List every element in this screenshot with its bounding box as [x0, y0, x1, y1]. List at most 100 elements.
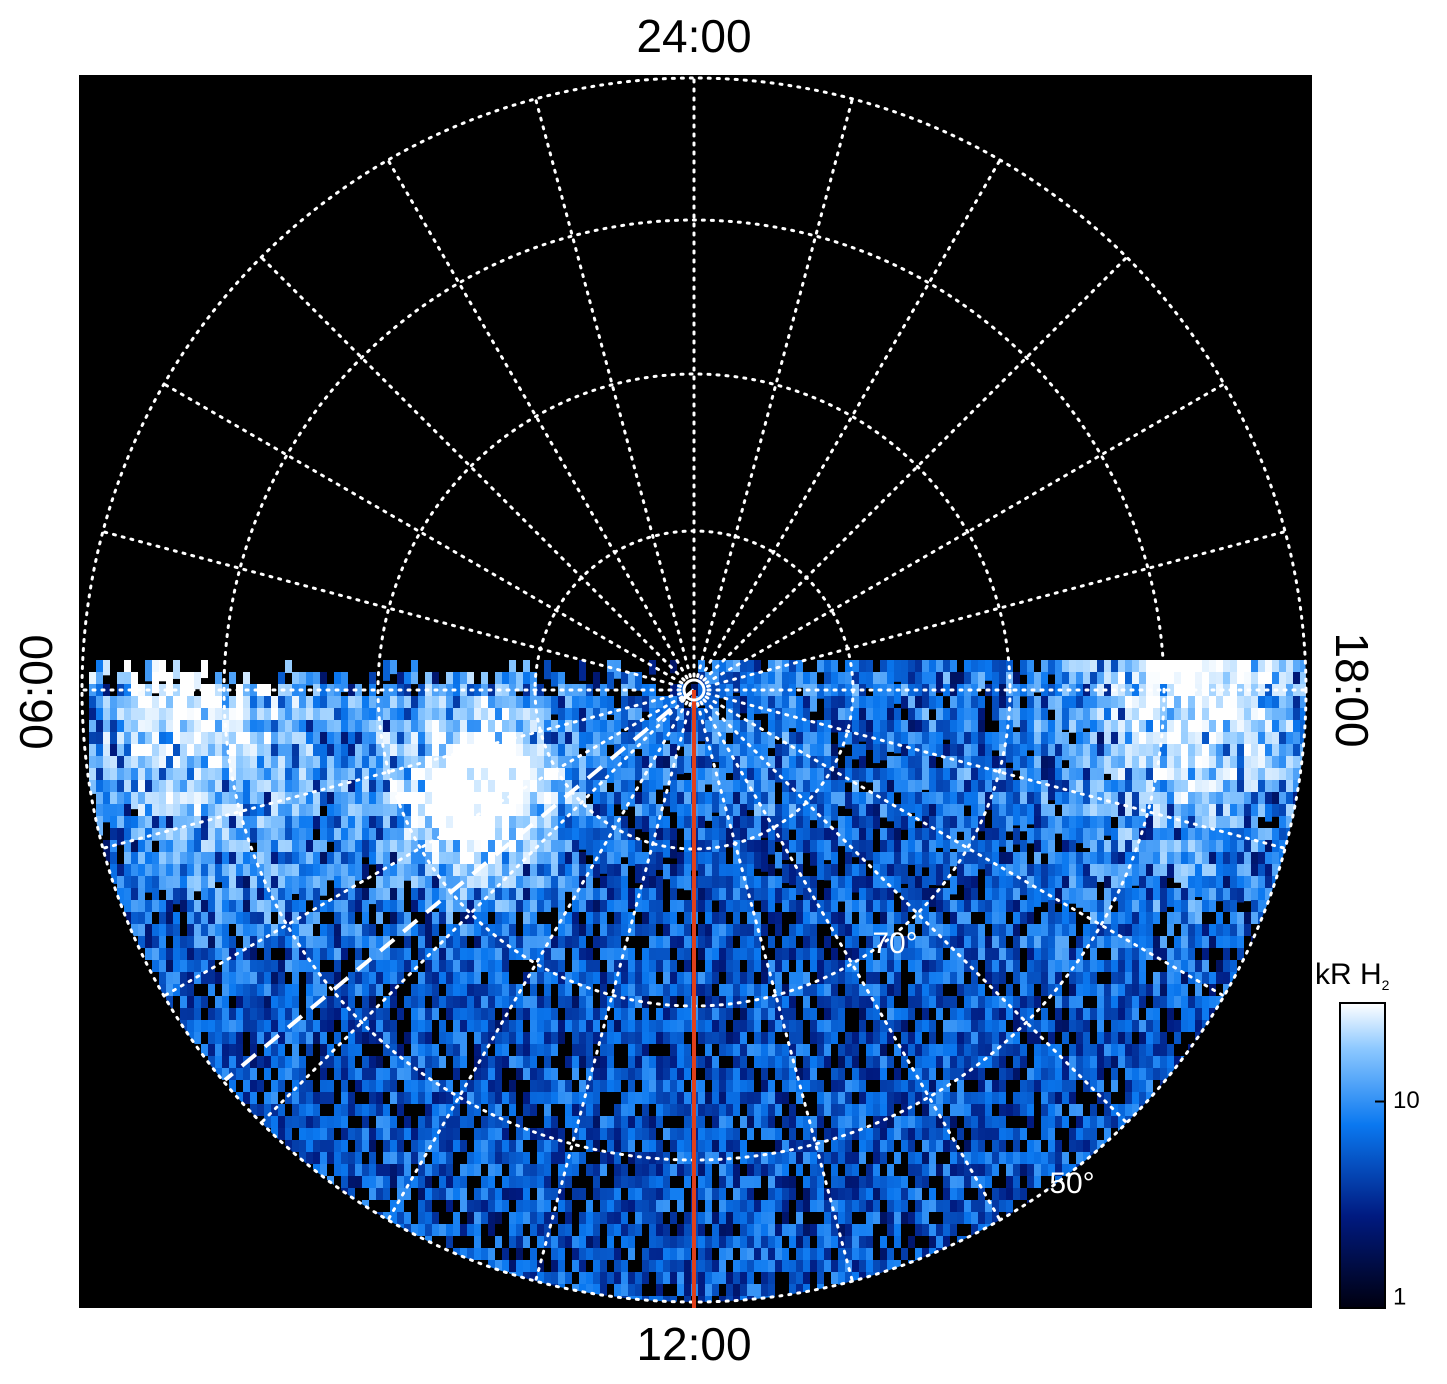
emission-pixel [628, 960, 635, 972]
emission-pixel [1160, 948, 1167, 960]
emission-pixel [1069, 720, 1076, 733]
emission-pixel [565, 984, 572, 996]
emission-pixel [600, 768, 607, 781]
emission-pixel [1195, 684, 1202, 702]
emission-pixel [684, 1068, 691, 1080]
emission-pixel [131, 708, 138, 721]
emission-pixel [292, 804, 299, 820]
emission-pixel [922, 1068, 929, 1080]
emission-pixel [425, 1008, 432, 1020]
emission-pixel [1286, 708, 1293, 729]
emission-pixel [859, 660, 866, 679]
emission-pixel [992, 828, 999, 842]
emission-pixel [362, 708, 369, 725]
emission-pixel [894, 1044, 901, 1056]
emission-pixel [719, 1068, 726, 1080]
emission-pixel [250, 984, 257, 996]
emission-pixel [621, 1032, 628, 1044]
emission-pixel [831, 696, 838, 713]
emission-pixel [866, 960, 873, 972]
emission-pixel [222, 960, 229, 972]
emission-pixel [775, 744, 782, 764]
emission-pixel [145, 696, 152, 709]
emission-pixel [439, 720, 446, 734]
emission-pixel [516, 732, 523, 754]
emission-pixel [530, 840, 537, 861]
emission-pixel [453, 696, 460, 718]
emission-pixel [1181, 696, 1188, 717]
emission-pixel [810, 1068, 817, 1080]
emission-pixel [488, 900, 495, 912]
emission-pixel [614, 996, 621, 1008]
emission-pixel [348, 768, 355, 789]
emission-pixel [1146, 744, 1153, 765]
emission-pixel [1104, 756, 1111, 774]
emission-pixel [733, 852, 740, 872]
emission-pixel [586, 720, 593, 737]
emission-pixel [558, 756, 565, 775]
emission-pixel [1146, 720, 1153, 733]
emission-pixel [327, 1056, 334, 1068]
emission-pixel [1132, 1068, 1139, 1080]
emission-pixel [978, 852, 985, 870]
emission-pixel [684, 744, 691, 760]
emission-pixel [1097, 672, 1104, 694]
emission-pixel [327, 900, 334, 912]
emission-pixel [446, 864, 453, 885]
emission-pixel [1258, 684, 1265, 698]
emission-pixel [761, 1032, 768, 1044]
emission-pixel [705, 948, 712, 960]
emission-pixel [285, 756, 292, 775]
emission-pixel [1167, 732, 1174, 748]
emission-pixel [810, 924, 817, 936]
emission-pixel [649, 816, 656, 838]
emission-pixel [775, 1056, 782, 1068]
emission-pixel [908, 780, 915, 793]
emission-pixel [488, 804, 495, 825]
emission-pixel [1209, 816, 1216, 832]
emission-pixel [243, 936, 250, 948]
emission-pixel [754, 828, 761, 841]
emission-pixel [1160, 852, 1167, 873]
emission-pixel [166, 768, 173, 781]
emission-pixel [250, 1056, 257, 1068]
emission-pixel [1132, 1008, 1139, 1020]
emission-pixel [369, 816, 376, 835]
emission-pixel [306, 984, 313, 996]
emission-pixel [705, 888, 712, 909]
emission-pixel [1174, 864, 1181, 883]
emission-pixel [1083, 1020, 1090, 1032]
emission-pixel [1216, 792, 1223, 810]
emission-pixel [593, 672, 600, 689]
emission-pixel [894, 828, 901, 850]
emission-pixel [166, 828, 173, 850]
emission-pixel [1090, 780, 1097, 799]
emission-pixel [859, 1008, 866, 1020]
emission-pixel [831, 996, 838, 1008]
emission-pixel [271, 756, 278, 772]
emission-pixel [1209, 708, 1216, 728]
emission-pixel [278, 780, 285, 801]
emission-pixel [1076, 672, 1083, 692]
emission-pixel [425, 960, 432, 972]
emission-pixel [593, 1020, 600, 1032]
emission-pixel [726, 1008, 733, 1020]
emission-pixel [1181, 828, 1188, 848]
emission-pixel [985, 864, 992, 886]
emission-pixel [278, 1008, 285, 1020]
emission-pixel [1104, 744, 1111, 758]
emission-pixel [1167, 792, 1174, 811]
emission-pixel [803, 1044, 810, 1056]
emission-pixel [803, 672, 810, 689]
emission-pixel [950, 900, 957, 912]
emission-pixel [866, 828, 873, 845]
emission-pixel [1055, 936, 1062, 948]
emission-pixel [348, 744, 355, 759]
emission-pixel [1202, 768, 1209, 786]
emission-pixel [194, 720, 201, 742]
emission-pixel [481, 1080, 488, 1092]
emission-pixel [313, 900, 320, 912]
emission-pixel [222, 852, 229, 865]
emission-pixel [740, 996, 747, 1008]
emission-pixel [250, 732, 257, 745]
